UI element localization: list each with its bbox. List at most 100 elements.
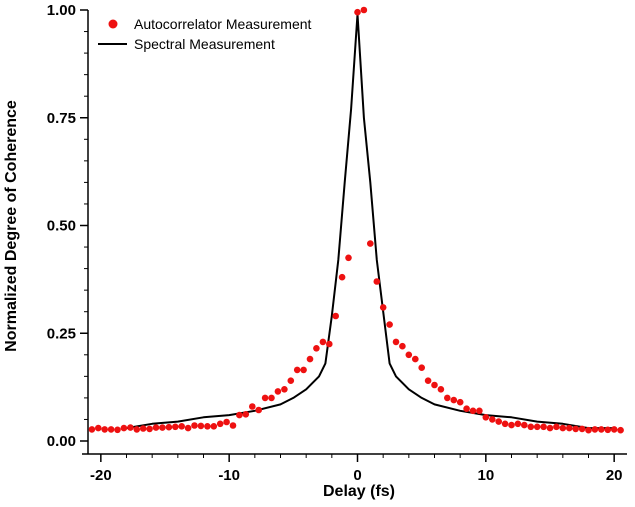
autocorrelator-point <box>255 406 262 414</box>
autocorrelator-point <box>373 278 381 285</box>
autocorrelator-point <box>223 418 230 426</box>
autocorrelator-point <box>572 425 579 433</box>
autocorrelator-point <box>463 405 470 413</box>
y-tick-label: 0.75 <box>47 110 76 127</box>
autocorrelator-point <box>514 420 522 428</box>
autocorrelator-point <box>101 426 108 433</box>
autocorrelator-point <box>392 338 400 346</box>
y-axis-title: Normalized Degree of Coherence <box>3 100 20 352</box>
autocorrelator-point <box>216 420 224 428</box>
autocorrelator-point <box>274 388 282 395</box>
autocorrelator-point <box>249 403 256 410</box>
autocorrelator-point <box>604 426 612 434</box>
autocorrelator-point <box>617 426 624 434</box>
autocorrelator-point <box>591 426 599 433</box>
y-tick-label: 0.00 <box>47 433 76 450</box>
autocorrelator-point <box>367 240 374 247</box>
autocorrelator-point <box>242 411 250 418</box>
autocorrelator-point <box>268 394 275 402</box>
autocorrelator-point <box>476 407 483 415</box>
autocorrelator-point <box>313 345 320 352</box>
autocorrelator-point <box>546 424 554 432</box>
autocorrelator-point <box>107 426 115 433</box>
autocorrelator-point <box>469 407 477 415</box>
autocorrelator-point <box>610 426 618 433</box>
autocorrelator-point <box>127 424 134 431</box>
autocorrelator-point <box>559 424 567 432</box>
x-tick-label: -10 <box>218 467 240 484</box>
y-tick-label: 1.00 <box>47 2 76 19</box>
autocorrelator-point <box>521 421 528 429</box>
autocorrelator-point <box>95 424 102 432</box>
autocorrelator-point <box>204 423 211 430</box>
autocorrelator-point <box>191 422 198 429</box>
autocorrelator-point <box>172 423 179 431</box>
autocorrelator-point <box>418 364 426 372</box>
autocorrelator-point <box>229 422 237 429</box>
autocorrelator-point <box>197 422 205 430</box>
autocorrelator-point <box>88 426 96 433</box>
autocorrelator-point <box>178 423 185 430</box>
autocorrelator-point <box>566 424 573 432</box>
x-tick-label: 10 <box>477 467 494 484</box>
autocorrelator-point <box>585 426 592 434</box>
autocorrelator-point <box>146 425 153 433</box>
autocorrelator-point <box>300 366 307 374</box>
autocorrelator-point <box>412 355 419 363</box>
autocorrelator-point <box>360 6 368 14</box>
autocorrelator-point <box>332 312 340 320</box>
legend-label-spectral: Spectral Measurement <box>134 36 275 52</box>
autocorrelator-point <box>184 424 192 432</box>
autocorrelator-point <box>159 424 166 431</box>
autocorrelator-point <box>456 398 464 406</box>
legend-label-autocorrelator: Autocorrelator Measurement <box>134 16 312 32</box>
autocorrelator-point <box>431 381 438 389</box>
autocorrelator-point <box>501 420 509 428</box>
autocorrelator-point <box>424 377 432 385</box>
y-tick-label: 0.25 <box>47 325 76 342</box>
autocorrelator-point <box>281 386 288 393</box>
autocorrelator-point <box>578 425 586 433</box>
y-tick-label: 0.50 <box>47 218 76 235</box>
autocorrelator-point <box>319 338 327 346</box>
autocorrelator-point <box>165 423 173 431</box>
autocorrelator-point <box>405 351 413 359</box>
autocorrelator-point <box>450 396 458 404</box>
autocorrelator-point <box>326 340 333 348</box>
autocorrelator-point <box>399 342 406 350</box>
autocorrelator-point <box>293 366 301 374</box>
x-tick-label: 0 <box>353 467 361 484</box>
autocorrelator-point <box>489 416 496 423</box>
autocorrelator-point <box>120 424 128 432</box>
autocorrelator-point <box>598 426 605 433</box>
spectral-measurement-line <box>126 13 615 430</box>
legend: Autocorrelator Measurement Spectral Meas… <box>98 16 312 52</box>
autocorrelator-point <box>495 418 503 425</box>
autocorrelator-point <box>210 423 218 430</box>
x-tick-label: -20 <box>90 467 112 484</box>
autocorrelator-point <box>482 414 490 421</box>
autocorrelator-point <box>437 386 445 393</box>
autocorrelator-point <box>386 321 393 328</box>
autocorrelator-point <box>287 377 295 385</box>
autocorrelator-point <box>345 254 352 262</box>
autocorrelator-point <box>306 355 314 363</box>
autocorrelator-point <box>444 394 451 402</box>
autocorrelator-point <box>354 8 361 16</box>
autocorrelator-point <box>133 426 141 433</box>
autocorrelator-point <box>338 273 346 281</box>
autocorrelator-point <box>152 424 160 431</box>
autocorrelator-point <box>236 411 243 419</box>
autocorrelator-point <box>540 423 547 431</box>
autocorrelator-point <box>527 423 535 431</box>
autocorrelator-point <box>114 426 121 434</box>
legend-marker-autocorrelator <box>108 19 118 29</box>
autocorrelator-point <box>508 421 515 429</box>
autocorrelator-point <box>553 423 560 431</box>
autocorrelator-point <box>261 394 269 402</box>
autocorrelator-point <box>139 425 147 432</box>
x-tick-label: 20 <box>606 467 623 484</box>
x-axis-title: Delay (fs) <box>323 483 395 500</box>
autocorrelator-point <box>533 423 541 431</box>
